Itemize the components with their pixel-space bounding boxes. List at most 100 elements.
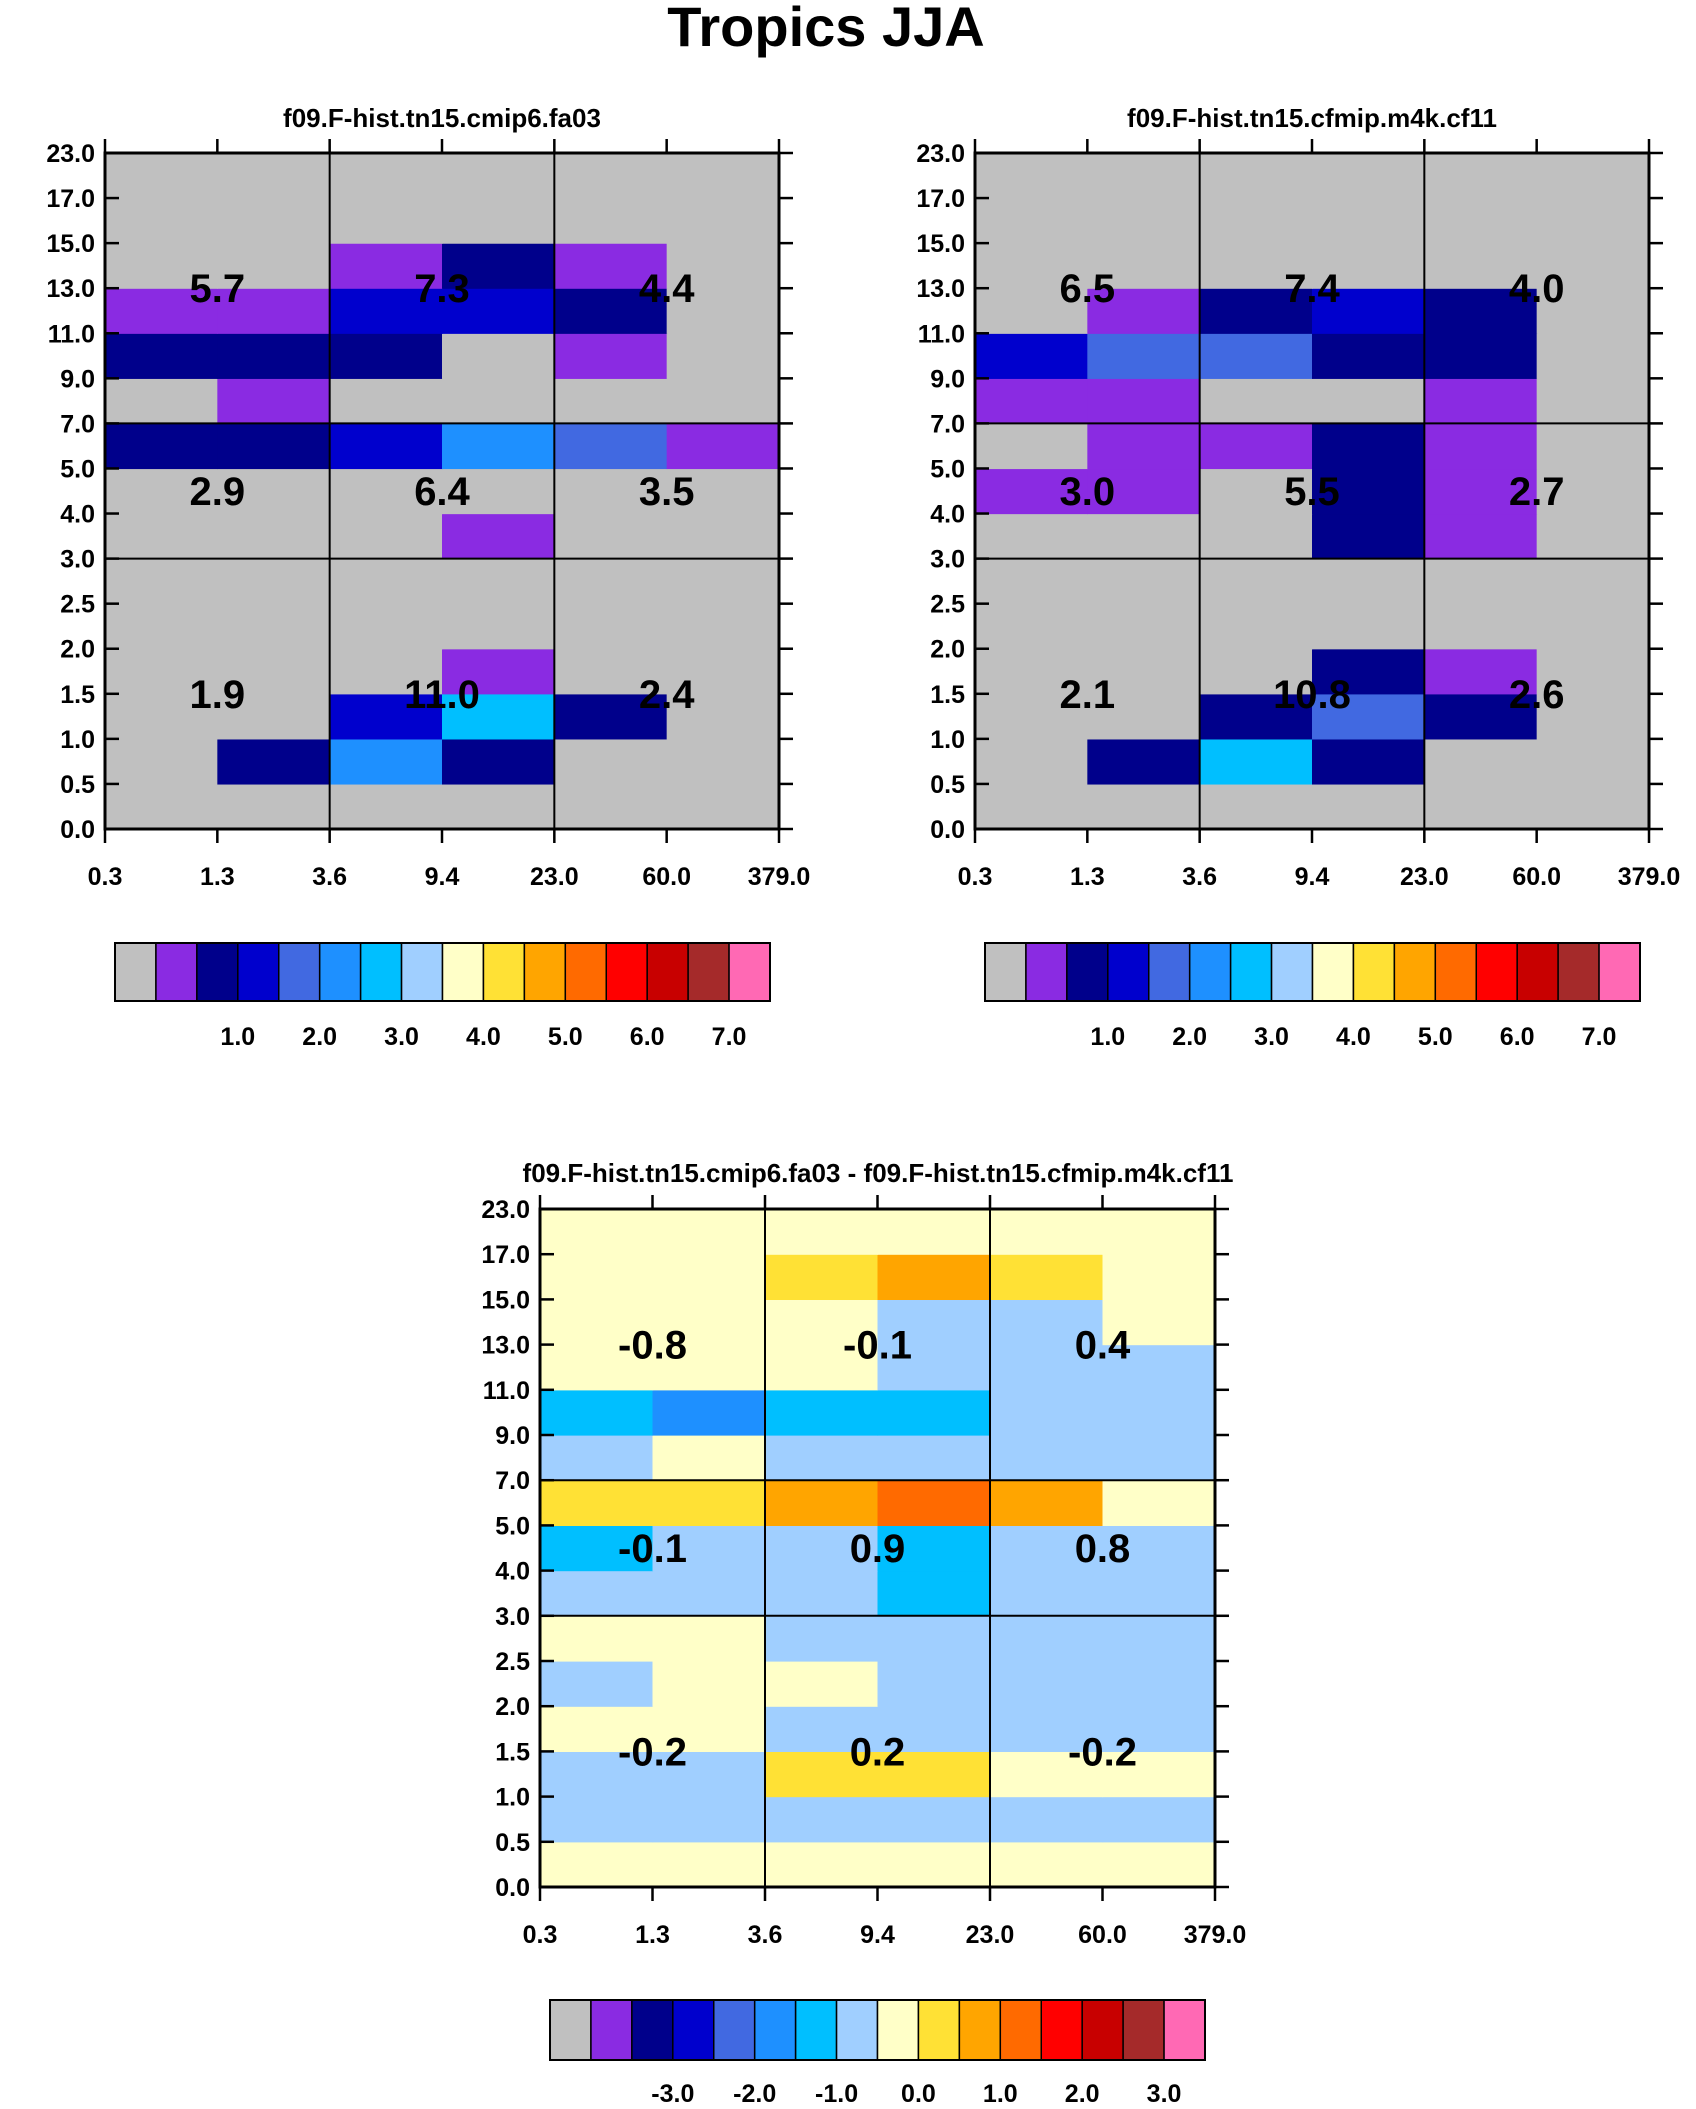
heatmap-cell <box>105 558 218 605</box>
heatmap-cell <box>666 243 780 289</box>
heatmap-cell <box>442 783 555 830</box>
y-tick-label: 23.0 <box>481 1196 530 1224</box>
x-tick-label: 9.4 <box>425 863 460 891</box>
heatmap-cell <box>329 378 443 424</box>
block-annotation: 4.0 <box>1509 267 1565 311</box>
heatmap-cell <box>217 603 331 650</box>
block-annotation: 0.4 <box>1075 1324 1131 1368</box>
heatmap-cell <box>975 288 1088 334</box>
heatmap-cell <box>540 1480 654 1526</box>
colorbar-swatch <box>672 1999 715 2061</box>
y-tick-label: 7.0 <box>930 410 965 438</box>
heatmap-cell <box>975 738 1088 785</box>
panel-title: f09.F-hist.tn15.cmip6.fa03 <box>283 103 601 133</box>
heatmap-cell <box>975 423 1088 470</box>
heatmap-cell <box>1102 1525 1216 1572</box>
y-tick-label: 9.0 <box>60 365 95 393</box>
y-tick-label: 0.0 <box>495 1874 530 1902</box>
heatmap-cell <box>329 243 443 289</box>
heatmap-cell <box>877 1706 991 1752</box>
heatmap-cell <box>1102 1299 1216 1346</box>
heatmap-cell <box>1312 648 1425 695</box>
heatmap-cell <box>554 558 668 605</box>
heatmap-cell <box>554 783 668 830</box>
heatmap-cell <box>1102 1841 1216 1888</box>
heatmap-cell <box>1087 783 1201 830</box>
colorbar-swatch <box>1148 942 1191 1002</box>
heatmap-cell <box>765 1254 879 1300</box>
heatmap-cell <box>1536 243 1650 289</box>
block-annotation: 10.8 <box>1273 673 1351 717</box>
heatmap-cell <box>329 153 443 199</box>
heatmap-cell <box>554 243 668 289</box>
heatmap-cell <box>652 1299 766 1346</box>
heatmap-cell <box>652 1480 766 1526</box>
heatmap-cell <box>554 153 668 199</box>
block-annotation: 4.4 <box>639 267 695 311</box>
heatmap-cell <box>666 738 780 785</box>
heatmap-cell <box>1087 738 1201 785</box>
block-annotation: 11.0 <box>404 673 480 717</box>
colorbar-swatch <box>1352 942 1396 1002</box>
heatmap-cell <box>765 1344 879 1391</box>
heatmap-cell <box>329 423 443 470</box>
colorbar-swatch <box>1081 1999 1124 2061</box>
colorbar-label: 2.0 <box>1172 1023 1207 1051</box>
heatmap-cell <box>1102 1615 1216 1662</box>
heatmap-cell <box>217 648 331 695</box>
heatmap-cell <box>990 1435 1104 1481</box>
heatmap-cell <box>1102 1254 1216 1300</box>
x-tick-label: 3.6 <box>1182 863 1217 891</box>
heatmap-cell <box>105 648 218 695</box>
heatmap-cell <box>666 513 780 560</box>
heatmap-cell <box>1087 603 1201 650</box>
heatmap-cell <box>1424 378 1538 424</box>
y-tick-label: 1.5 <box>495 1738 530 1766</box>
heatmap-cell <box>105 243 218 289</box>
heatmap-cell <box>990 1706 1104 1752</box>
heatmap-cell <box>105 738 218 785</box>
heatmap-cell <box>666 288 780 334</box>
heatmap-cell <box>652 1209 766 1255</box>
heatmap-cell <box>442 423 555 470</box>
colorbar-label: 2.0 <box>302 1023 337 1051</box>
heatmap-cell <box>1424 513 1538 560</box>
heatmap-cell <box>877 1570 991 1617</box>
heatmap-cell <box>877 1299 991 1346</box>
heatmap-cell <box>1199 153 1313 199</box>
heatmap-cell <box>652 1570 766 1617</box>
colorbar-label: 2.0 <box>1065 2080 1100 2108</box>
heatmap-cell <box>877 1389 991 1436</box>
heatmap-cell <box>1312 603 1425 650</box>
heatmap-cell <box>666 153 780 199</box>
y-tick-label: 17.0 <box>46 185 95 213</box>
heatmap-cell <box>765 1706 879 1752</box>
heatmap-cell <box>877 1209 991 1255</box>
heatmap-cell <box>442 198 555 244</box>
heatmap-cell <box>442 648 555 695</box>
heatmap-cell <box>1536 153 1650 199</box>
heatmap-cell <box>217 333 331 379</box>
colorbar-swatch <box>753 1999 797 2061</box>
colorbar-swatch <box>917 1999 961 2061</box>
y-tick-label: 7.0 <box>60 410 95 438</box>
heatmap-cell <box>765 1299 879 1346</box>
heatmap-cell <box>1312 378 1425 424</box>
y-tick-label: 0.0 <box>930 816 965 844</box>
colorbar-swatch <box>1270 942 1314 1002</box>
heatmap-cell <box>1199 603 1313 650</box>
heatmap-cell <box>1102 1570 1216 1617</box>
heatmap-cell <box>105 288 218 334</box>
heatmap-cell <box>975 693 1088 740</box>
heatmap-cell <box>540 1796 654 1843</box>
colorbar-label: -2.0 <box>733 2080 776 2108</box>
colorbar-label: -3.0 <box>651 2080 694 2108</box>
colorbar-label: 4.0 <box>1336 1023 1371 1051</box>
y-tick-label: 11.0 <box>483 1377 530 1405</box>
heatmap-cell <box>1424 198 1538 244</box>
block-annotation: 6.4 <box>414 470 470 514</box>
heatmap-cell <box>990 1525 1104 1572</box>
heatmap-cell <box>877 1344 991 1391</box>
colorbar-frame <box>114 942 771 1002</box>
x-tick-label: 23.0 <box>530 863 579 891</box>
